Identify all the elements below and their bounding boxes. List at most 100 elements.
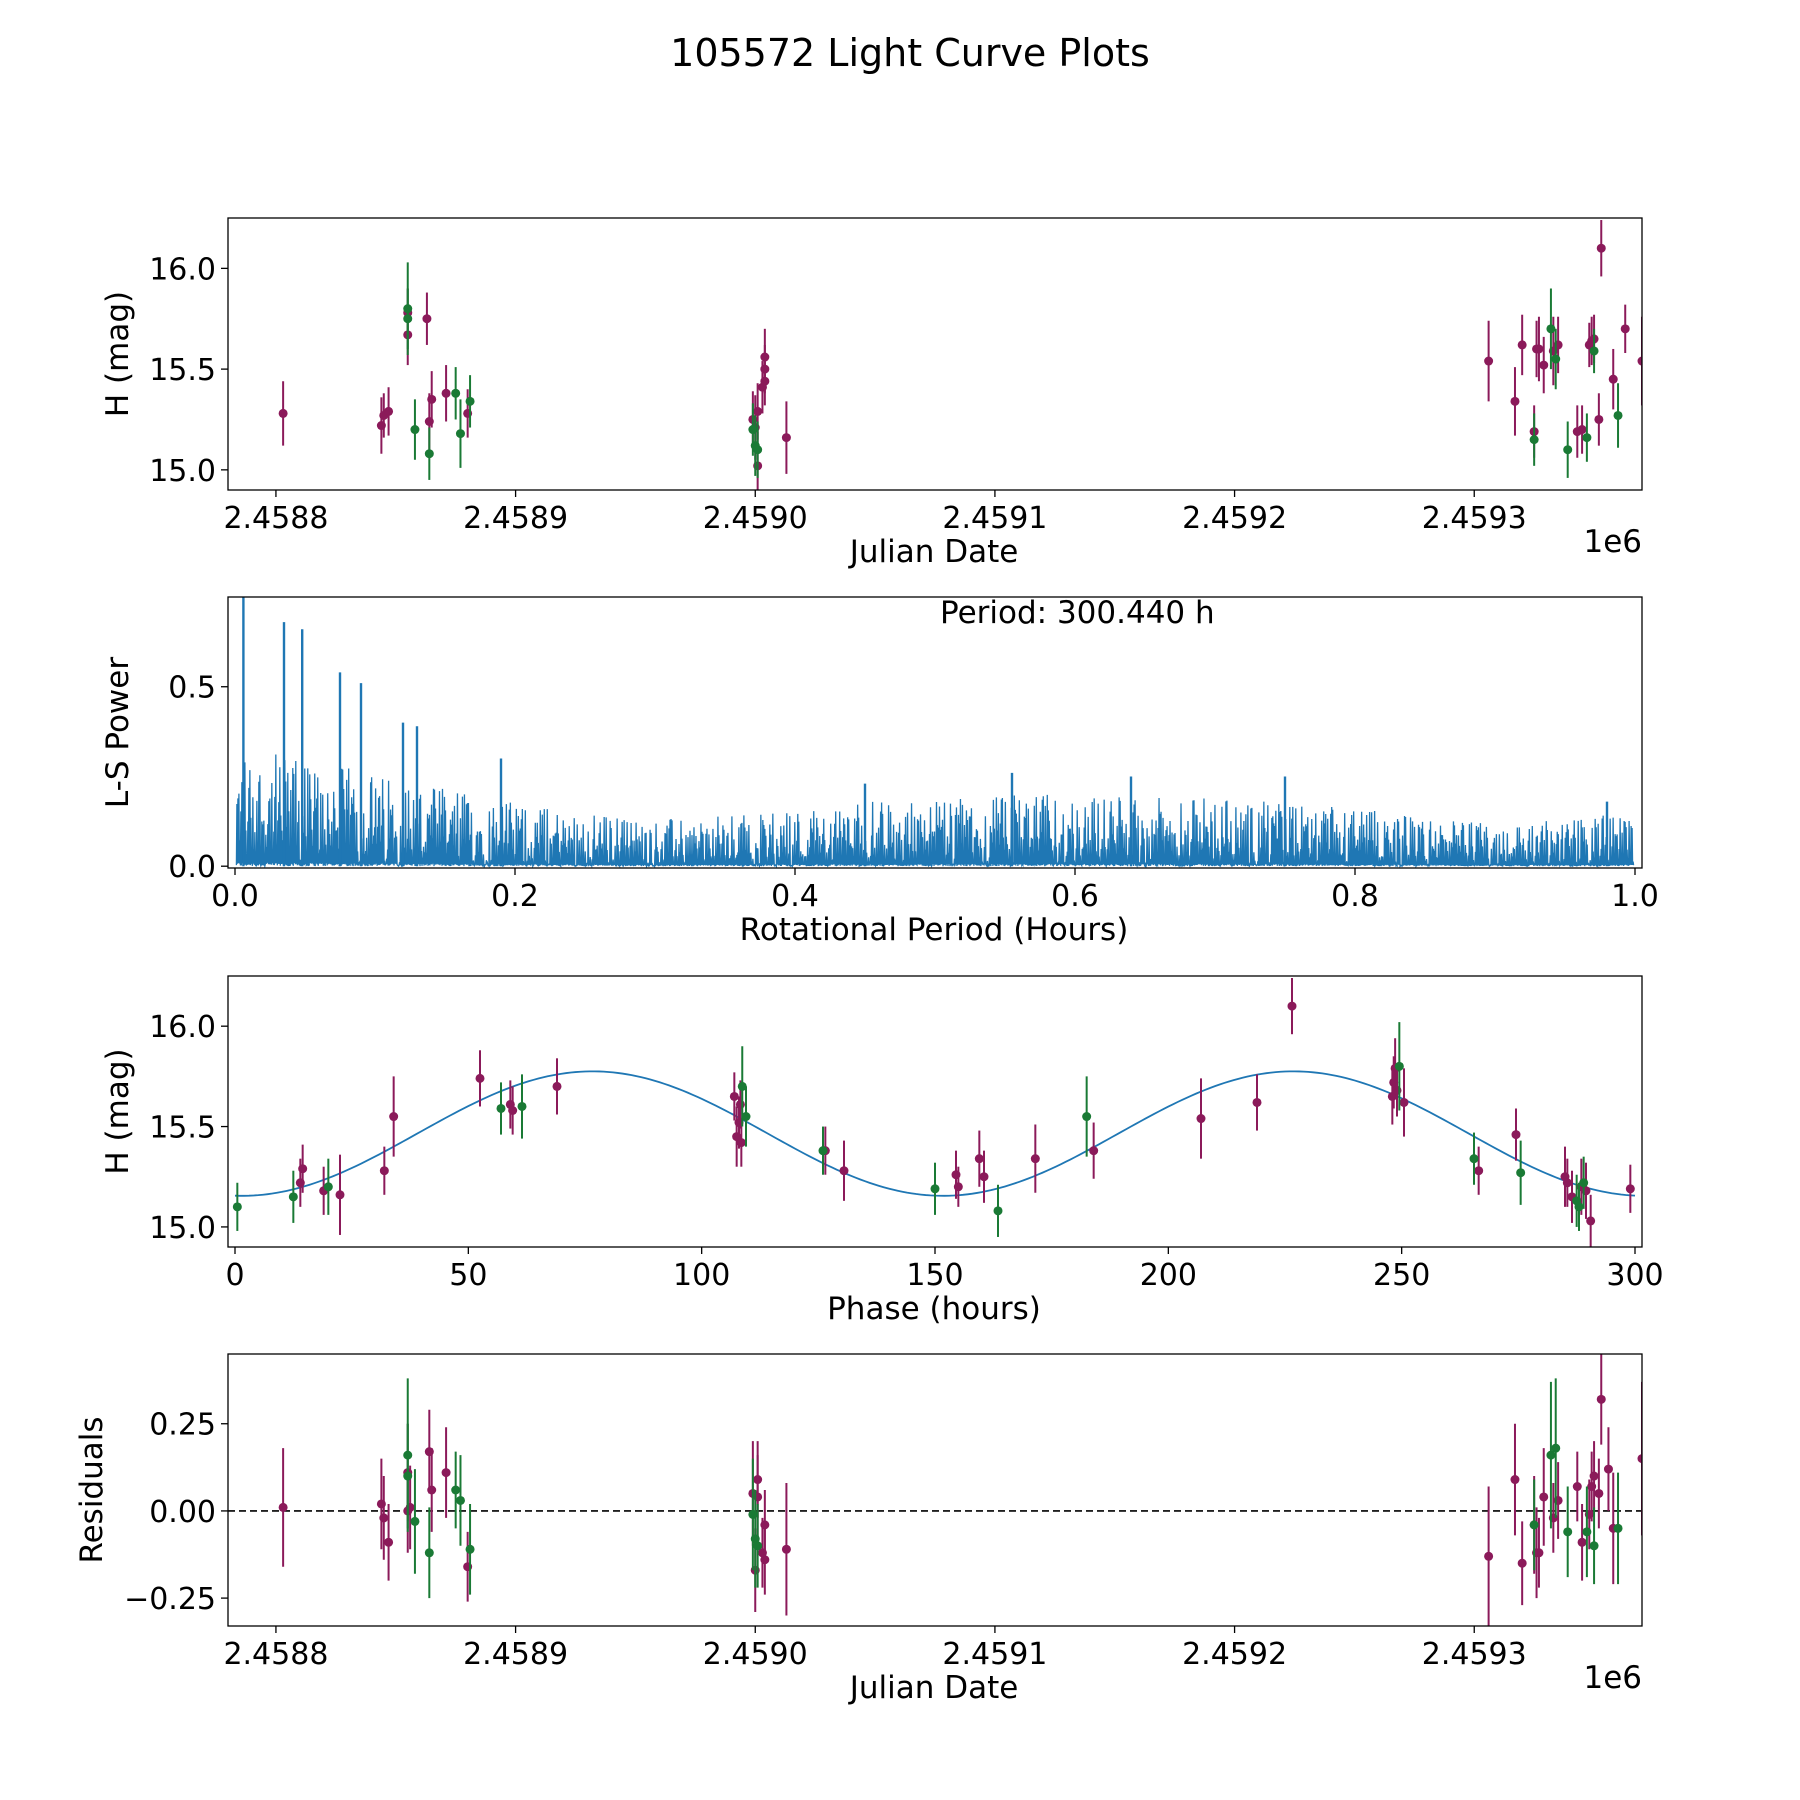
x-tick-label: 0 <box>225 1258 244 1293</box>
data-point <box>424 1548 434 1558</box>
data-point <box>1645 1496 1654 1505</box>
y-tick-label: 0.00 <box>149 1495 216 1530</box>
data-point <box>508 1105 518 1115</box>
plot-area <box>235 597 1635 868</box>
data-point <box>1577 425 1587 435</box>
data-point <box>1546 1450 1556 1460</box>
y-axis-label: H (mag) <box>100 291 136 417</box>
plot-area <box>228 1354 1654 1626</box>
data-point <box>496 1103 506 1113</box>
data-point <box>441 1468 451 1478</box>
data-point <box>1030 1154 1040 1164</box>
residuals-panel: 2.4588 2.4589 2.4590 2.4591 2.4592 2.4593 −0.2… <box>74 1353 1654 1706</box>
data-point <box>1637 356 1642 366</box>
data-point <box>1089 1146 1099 1156</box>
data-point <box>1529 1520 1539 1530</box>
x-tick-label: 2.4591 <box>942 501 1047 536</box>
y-tick-label: 15.5 <box>149 353 216 388</box>
x-offset-label: 1e6 <box>1583 524 1642 560</box>
period-annotation: Period: 300.440 h <box>940 595 1215 631</box>
axes-frame <box>227 1353 1643 1627</box>
data-point <box>410 1516 420 1526</box>
x-tick-label: 150 <box>906 1258 963 1293</box>
data-point <box>1637 1454 1642 1464</box>
data-point <box>1551 1443 1561 1453</box>
data-point <box>729 1091 739 1101</box>
data-point <box>753 1541 763 1551</box>
data-point <box>753 445 763 455</box>
x-tick-label: 2.4592 <box>1182 501 1287 536</box>
data-point <box>422 314 432 324</box>
x-tick-label: 2.4592 <box>1182 1637 1287 1672</box>
data-point <box>427 1485 437 1495</box>
data-point <box>1546 324 1556 334</box>
x-tick-label: 2.4590 <box>703 1637 808 1672</box>
data-point <box>993 1206 1003 1216</box>
data-point <box>1563 445 1573 455</box>
data-point <box>1082 1112 1092 1122</box>
data-point <box>465 1544 475 1554</box>
lightcurve-panel: 2.4588 2.4589 2.4590 2.4591 2.4592 2.4593 15.0… <box>100 217 1658 570</box>
periodogram-line <box>235 754 1635 868</box>
data-point <box>930 1184 940 1194</box>
x-axis-label: Julian Date <box>848 534 1019 570</box>
data-point <box>384 1537 394 1547</box>
x-tick-label: 0.6 <box>1051 879 1099 914</box>
data-point <box>1399 1097 1409 1107</box>
x-tick-label: 50 <box>449 1258 487 1293</box>
x-tick-label: 250 <box>1373 1258 1430 1293</box>
periodogram-panel: 0.0 0.2 0.4 0.6 0.8 1.0 0.0 0.5 Rotational Perio… <box>100 595 1659 948</box>
data-point <box>441 388 451 398</box>
y-tick-label: 15.0 <box>149 454 216 489</box>
y-tick-label: 15.5 <box>149 1111 216 1146</box>
data-point <box>1596 243 1606 253</box>
x-tick-label: 2.4588 <box>223 1637 328 1672</box>
y-tick-label: 0.0 <box>168 850 216 885</box>
x-tick-label: 2.4593 <box>1422 501 1527 536</box>
data-point <box>278 1502 288 1512</box>
x-offset-label: 1e6 <box>1583 1660 1642 1696</box>
x-tick-label: 2.4590 <box>703 501 808 536</box>
data-point <box>455 1495 465 1505</box>
data-point <box>1511 1130 1521 1140</box>
data-point <box>1572 1482 1582 1492</box>
data-point <box>1394 1061 1404 1071</box>
data-point <box>1603 1464 1613 1474</box>
data-point <box>1563 1527 1573 1537</box>
data-point <box>475 1073 485 1083</box>
data-point <box>1625 1184 1635 1194</box>
data-point <box>335 1190 345 1200</box>
data-point <box>451 1485 461 1495</box>
data-point <box>737 1081 747 1091</box>
data-point <box>760 352 770 362</box>
data-point <box>1510 1475 1520 1485</box>
data-point <box>323 1182 333 1192</box>
data-point <box>839 1166 849 1176</box>
axes-frame <box>227 217 1643 491</box>
data-point <box>1517 1558 1527 1568</box>
y-axis-label: H (mag) <box>100 1048 136 1174</box>
data-point <box>781 1544 791 1554</box>
y-tick-label: 15.0 <box>149 1211 216 1246</box>
data-point <box>384 406 394 416</box>
data-point <box>1484 1551 1494 1561</box>
data-point <box>736 1138 746 1148</box>
data-point <box>517 1101 527 1111</box>
data-point <box>1539 360 1549 370</box>
y-tick-label: −0.25 <box>124 1582 216 1617</box>
data-point <box>735 1099 745 1109</box>
data-point <box>1534 344 1544 354</box>
data-point <box>1252 1097 1262 1107</box>
data-point <box>1484 356 1494 366</box>
data-point <box>1649 399 1658 408</box>
data-point <box>379 1513 389 1523</box>
data-point <box>1589 1541 1599 1551</box>
data-point <box>1596 1394 1606 1404</box>
data-point <box>427 394 437 404</box>
x-tick-label: 2.4589 <box>463 501 568 536</box>
data-point <box>1594 1488 1604 1498</box>
data-point <box>455 429 465 439</box>
data-point <box>1474 1166 1484 1176</box>
data-point <box>1577 1537 1587 1547</box>
data-point <box>818 1146 828 1156</box>
